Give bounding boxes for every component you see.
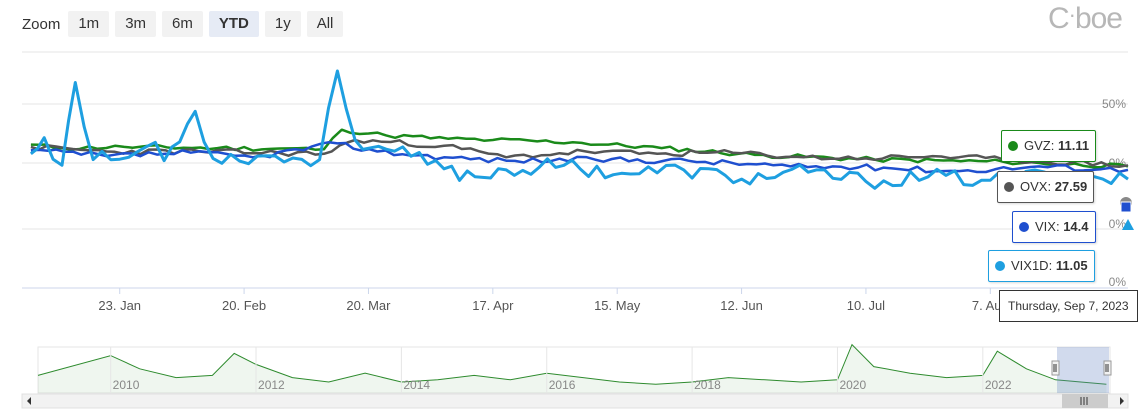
scrollbar-thumb[interactable]	[1062, 394, 1108, 408]
vix-legend-dot	[1019, 221, 1029, 232]
brand-logo: C·boe	[1047, 2, 1123, 35]
ovx-legend-dot	[1004, 181, 1014, 192]
series-gvz-line	[30, 128, 1129, 169]
y-axis-label: 50%	[1102, 97, 1126, 111]
x-tick-label: 15. May	[594, 298, 641, 313]
series-layer	[29, 69, 1134, 230]
tooltip-vix-name: VIX	[1035, 219, 1056, 234]
navigator-frame	[37, 346, 1111, 394]
zoom-1m-button[interactable]: 1m	[68, 11, 110, 37]
tooltip-vix1d: VIX1D: 11.05	[988, 250, 1095, 282]
zoom-6m-button[interactable]: 6m	[162, 11, 203, 37]
x-tick-label: 10. Jul	[847, 298, 885, 313]
x-tick-label: 12. Jun	[720, 298, 763, 313]
tooltip-vix1d-value: 11.05	[1055, 258, 1088, 273]
navigator-year-label: 2020	[839, 378, 866, 392]
x-tick-label: 20. Feb	[222, 298, 266, 313]
vix1d-end-marker	[1122, 219, 1134, 230]
tooltip-gvz: GVZ: 11.11	[1001, 130, 1097, 162]
navigator-selection[interactable]	[1057, 347, 1109, 393]
tooltip-vix: VIX: 14.4	[1012, 211, 1096, 243]
vix-end-marker	[1120, 201, 1132, 213]
x-tick-label: 17. Apr	[472, 298, 514, 313]
navigator-year-label: 2010	[113, 378, 140, 392]
vix1d-legend-dot	[995, 260, 1005, 271]
zoom-label: Zoom	[22, 15, 61, 33]
tooltip-ovx: OVX: 27.59	[997, 171, 1095, 203]
tooltip-date: Thursday, Sep 7, 2023	[999, 290, 1138, 322]
tooltip-vix1d-name: VIX1D	[1011, 258, 1049, 273]
navigator-year-label: 2016	[549, 378, 576, 392]
x-tick-label: 23. Jan	[98, 298, 141, 313]
zoom-all-button[interactable]: All	[306, 11, 344, 37]
navigator-year-label: 2022	[985, 378, 1012, 392]
zoom-3m-button[interactable]: 3m	[115, 11, 157, 37]
y-axis-labels: 50%0%0%0%	[1102, 97, 1126, 289]
navigator-line	[37, 343, 1107, 385]
tooltip-gvz-name: GVZ	[1024, 138, 1051, 153]
navigator-year-label: 2014	[403, 378, 430, 392]
navigator-year-label: 2012	[258, 378, 285, 392]
tooltip-gvz-value: 11.11	[1057, 138, 1090, 153]
navigator: 2010 2012 2014 2016 2018 2020 2022	[21, 343, 1129, 409]
tooltip-vix-value: 14.4	[1063, 219, 1089, 234]
tooltip-ovx-name: OVX	[1020, 179, 1048, 194]
scroll-left-icon[interactable]	[27, 397, 31, 405]
scroll-right-icon[interactable]	[1120, 397, 1124, 405]
x-tick-label: 20. Mar	[346, 298, 391, 313]
tooltip-ovx-value: 27.59	[1054, 179, 1088, 194]
zoom-ytd-button[interactable]: YTD	[208, 11, 259, 37]
zoom-bar: Zoom 1m 3m 6m YTD 1y All	[22, 10, 344, 38]
x-axis-ticks: 23. Jan 20. Feb 20. Mar 17. Apr 15. May 12. J…	[98, 288, 1009, 313]
series-vix1d-line	[29, 69, 1129, 190]
scrollbar-track[interactable]	[21, 393, 1129, 409]
y-axis-label: 0%	[1109, 217, 1127, 231]
y-axis-label: 0%	[1109, 275, 1127, 289]
navigator-year-label: 2018	[694, 378, 721, 392]
navigator-area	[38, 344, 1107, 393]
gvz-legend-dot	[1008, 140, 1018, 151]
zoom-1y-button[interactable]: 1y	[264, 11, 301, 37]
